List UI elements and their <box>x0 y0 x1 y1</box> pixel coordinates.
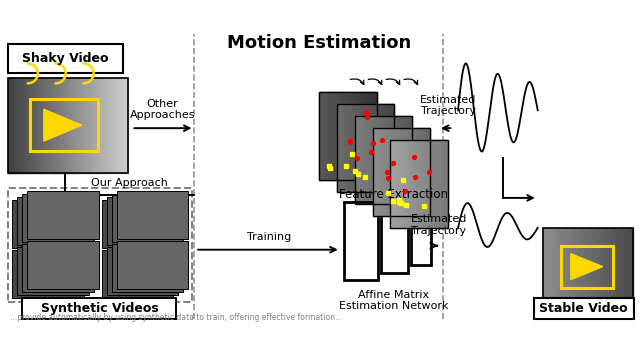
Bar <box>22 244 93 292</box>
Bar <box>534 298 634 319</box>
Text: Affine Matrix
Estimation Network: Affine Matrix Estimation Network <box>339 290 448 311</box>
Text: Motion Estimation: Motion Estimation <box>227 34 411 52</box>
Bar <box>30 99 98 151</box>
Bar <box>111 244 183 292</box>
Bar <box>8 78 127 173</box>
Bar <box>107 247 179 294</box>
Bar <box>116 241 188 289</box>
Bar <box>8 44 122 73</box>
Polygon shape <box>571 254 603 280</box>
Text: Stable Video: Stable Video <box>540 302 628 315</box>
Polygon shape <box>44 109 82 141</box>
Text: Estimated
Trajectory: Estimated Trajectory <box>420 94 476 116</box>
Text: Shaky Video: Shaky Video <box>22 52 109 65</box>
Bar <box>372 128 430 216</box>
Bar <box>102 250 173 298</box>
Text: ...provide automatically by using synthetic data to train, offering effective fo: ...provide automatically by using synthe… <box>10 313 342 322</box>
Text: Feature Extraction: Feature Extraction <box>339 188 448 201</box>
Bar <box>116 191 188 239</box>
Text: Training: Training <box>247 232 291 242</box>
Bar <box>27 191 99 239</box>
Bar <box>12 250 84 298</box>
Bar <box>344 202 378 280</box>
Bar <box>17 197 89 245</box>
Text: Synthetic Videos: Synthetic Videos <box>41 302 159 315</box>
Bar <box>17 247 89 294</box>
Text: Other
Approaches: Other Approaches <box>130 99 195 120</box>
Bar <box>412 215 431 265</box>
Bar <box>102 200 173 248</box>
Bar <box>337 104 394 192</box>
Bar <box>355 116 412 204</box>
Bar <box>12 200 84 248</box>
Bar <box>27 241 99 289</box>
Bar <box>561 246 612 288</box>
Bar <box>22 194 93 242</box>
Bar <box>111 194 183 242</box>
Bar <box>381 208 408 273</box>
Text: Our Approach: Our Approach <box>91 178 168 188</box>
Bar <box>319 92 376 180</box>
Bar <box>22 298 176 319</box>
Bar <box>8 188 192 302</box>
Bar <box>543 228 632 300</box>
Text: Estimated
Trajectory: Estimated Trajectory <box>410 214 467 236</box>
Bar <box>390 140 448 228</box>
Bar <box>107 197 179 245</box>
